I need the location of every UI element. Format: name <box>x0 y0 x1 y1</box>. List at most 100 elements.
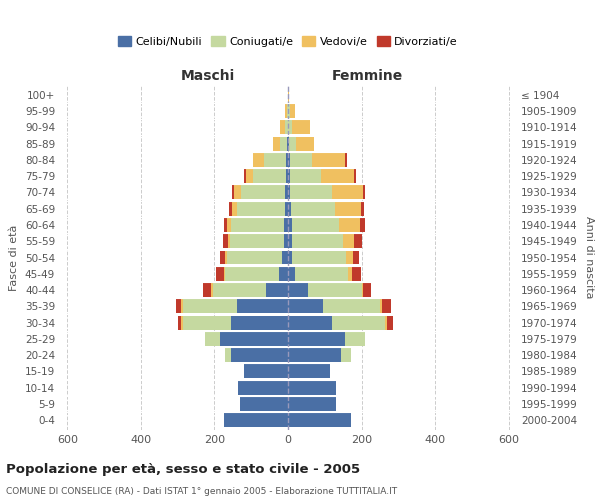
Text: Maschi: Maschi <box>181 68 235 82</box>
Text: COMUNE DI CONSELICE (RA) - Dati ISTAT 1° gennaio 2005 - Elaborazione TUTTITALIA.: COMUNE DI CONSELICE (RA) - Dati ISTAT 1°… <box>6 488 397 496</box>
Bar <box>292 250 346 264</box>
Bar <box>286 153 288 167</box>
Bar <box>266 283 288 297</box>
Bar <box>231 348 288 362</box>
Bar <box>308 283 362 297</box>
Bar <box>291 202 335 215</box>
Bar <box>296 136 314 150</box>
Bar <box>288 348 341 362</box>
Bar <box>354 169 356 183</box>
Bar <box>287 104 288 118</box>
Bar <box>288 169 290 183</box>
Bar <box>253 153 264 167</box>
Bar <box>178 316 181 330</box>
Bar <box>246 169 253 183</box>
Bar <box>241 186 285 200</box>
Bar <box>288 397 336 411</box>
Bar <box>286 169 288 183</box>
Bar <box>272 136 280 150</box>
Bar <box>335 202 361 215</box>
Bar <box>288 120 292 134</box>
Bar <box>288 104 290 118</box>
Bar <box>343 234 354 248</box>
Text: Popolazione per età, sesso e stato civile - 2005: Popolazione per età, sesso e stato civil… <box>6 462 360 475</box>
Text: Femmine: Femmine <box>332 68 403 82</box>
Bar <box>362 283 364 297</box>
Bar <box>288 234 292 248</box>
Bar <box>290 186 332 200</box>
Bar <box>360 218 365 232</box>
Bar <box>288 186 290 200</box>
Bar <box>341 348 350 362</box>
Bar <box>280 136 287 150</box>
Bar <box>364 283 371 297</box>
Bar <box>321 169 354 183</box>
Bar <box>212 283 266 297</box>
Bar <box>183 300 236 313</box>
Bar <box>288 267 295 280</box>
Bar <box>232 202 237 215</box>
Bar <box>284 218 288 232</box>
Bar <box>229 202 232 215</box>
Bar <box>224 218 227 232</box>
Bar <box>211 283 212 297</box>
Y-axis label: Fasce di età: Fasce di età <box>10 224 19 290</box>
Bar <box>354 234 362 248</box>
Bar <box>288 283 308 297</box>
Bar <box>290 153 312 167</box>
Bar <box>332 186 364 200</box>
Bar <box>292 120 310 134</box>
Bar <box>237 202 285 215</box>
Bar <box>288 332 345 346</box>
Bar <box>183 316 231 330</box>
Bar <box>284 234 288 248</box>
Bar <box>279 267 288 280</box>
Bar <box>227 218 231 232</box>
Bar <box>361 202 364 215</box>
Bar <box>348 267 352 280</box>
Bar <box>176 300 181 313</box>
Bar <box>223 234 229 248</box>
Bar <box>285 202 288 215</box>
Bar <box>226 267 279 280</box>
Bar <box>288 202 291 215</box>
Bar <box>283 250 288 264</box>
Bar <box>385 316 387 330</box>
Bar <box>288 316 332 330</box>
Bar <box>236 300 288 313</box>
Bar <box>203 283 211 297</box>
Bar <box>364 186 365 200</box>
Bar <box>340 218 360 232</box>
Bar <box>280 120 285 134</box>
Bar <box>288 136 289 150</box>
Bar <box>345 332 365 346</box>
Bar <box>387 316 393 330</box>
Bar <box>205 332 220 346</box>
Bar <box>226 250 227 264</box>
Bar <box>220 250 226 264</box>
Bar <box>287 136 288 150</box>
Bar <box>292 218 340 232</box>
Bar <box>288 153 290 167</box>
Bar <box>253 169 286 183</box>
Bar <box>288 414 350 427</box>
Bar <box>240 397 288 411</box>
Bar <box>286 104 287 118</box>
Bar <box>226 348 231 362</box>
Bar <box>290 169 321 183</box>
Bar <box>216 267 224 280</box>
Bar <box>231 316 288 330</box>
Bar <box>380 300 382 313</box>
Bar <box>224 267 226 280</box>
Bar <box>181 316 183 330</box>
Bar <box>382 300 391 313</box>
Bar <box>288 250 292 264</box>
Bar <box>231 218 284 232</box>
Bar <box>181 300 183 313</box>
Bar <box>288 88 289 102</box>
Bar <box>289 136 296 150</box>
Bar <box>244 364 288 378</box>
Bar <box>290 104 295 118</box>
Bar <box>230 234 284 248</box>
Bar <box>346 250 353 264</box>
